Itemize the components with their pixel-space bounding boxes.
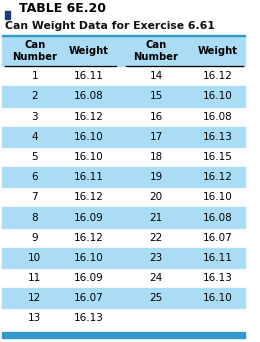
Text: 5: 5 — [31, 152, 38, 162]
Text: 16.10: 16.10 — [74, 253, 104, 263]
Text: 7: 7 — [31, 192, 38, 202]
Text: 18: 18 — [149, 152, 162, 162]
Bar — [3, 35, 245, 36]
Text: 16.10: 16.10 — [203, 192, 233, 202]
Text: 19: 19 — [149, 172, 162, 182]
Text: 22: 22 — [149, 233, 162, 243]
Text: 23: 23 — [149, 253, 162, 263]
Text: Can Weight Data for Exercise 6.61: Can Weight Data for Exercise 6.61 — [5, 21, 215, 31]
Text: 16.12: 16.12 — [74, 233, 104, 243]
Text: Can
Number: Can Number — [12, 40, 57, 62]
Bar — [3, 332, 245, 338]
Text: 9: 9 — [31, 233, 38, 243]
Text: 21: 21 — [149, 212, 162, 223]
Text: 24: 24 — [149, 273, 162, 283]
Text: 16.12: 16.12 — [74, 111, 104, 122]
Text: 16.15: 16.15 — [203, 152, 233, 162]
Bar — [3, 288, 245, 308]
Text: 11: 11 — [28, 273, 41, 283]
Bar — [3, 208, 245, 228]
Text: 16.11: 16.11 — [74, 172, 104, 182]
Bar — [3, 36, 245, 66]
Text: 3: 3 — [31, 111, 38, 122]
Text: 15: 15 — [149, 91, 162, 102]
Text: 16.09: 16.09 — [74, 212, 104, 223]
Text: 8: 8 — [31, 212, 38, 223]
Text: 16.11: 16.11 — [74, 71, 104, 81]
Text: 17: 17 — [149, 132, 162, 142]
Text: 16.08: 16.08 — [203, 111, 233, 122]
Bar — [3, 127, 245, 147]
Text: 16.13: 16.13 — [203, 132, 233, 142]
Text: 2: 2 — [31, 91, 38, 102]
Bar — [3, 248, 245, 268]
Text: 16.07: 16.07 — [74, 293, 104, 303]
Text: 16.09: 16.09 — [74, 273, 104, 283]
Bar — [3, 87, 245, 107]
Bar — [5, 11, 10, 19]
Text: 1: 1 — [31, 71, 38, 81]
Text: 16.12: 16.12 — [74, 192, 104, 202]
Text: 16.08: 16.08 — [74, 91, 104, 102]
Text: TABLE 6E.20: TABLE 6E.20 — [18, 2, 106, 15]
Text: Weight: Weight — [198, 46, 238, 56]
Text: 16.07: 16.07 — [203, 233, 233, 243]
Text: 16.10: 16.10 — [203, 293, 233, 303]
Text: 16.10: 16.10 — [74, 132, 104, 142]
Text: 16.12: 16.12 — [203, 71, 233, 81]
Text: Can
Number: Can Number — [133, 40, 178, 62]
Text: 6: 6 — [31, 172, 38, 182]
Text: 16.12: 16.12 — [203, 172, 233, 182]
Text: 16.13: 16.13 — [74, 314, 104, 324]
Text: 25: 25 — [149, 293, 162, 303]
Text: 20: 20 — [150, 192, 162, 202]
Text: 16.11: 16.11 — [203, 253, 233, 263]
Text: 16.10: 16.10 — [203, 91, 233, 102]
Bar — [3, 167, 245, 187]
Text: Weight: Weight — [69, 46, 109, 56]
Text: 16: 16 — [149, 111, 162, 122]
Text: 12: 12 — [28, 293, 41, 303]
Text: 16.13: 16.13 — [203, 273, 233, 283]
Text: 10: 10 — [28, 253, 41, 263]
Text: 13: 13 — [28, 314, 41, 324]
Text: 4: 4 — [31, 132, 38, 142]
Text: 16.10: 16.10 — [74, 152, 104, 162]
Text: 14: 14 — [149, 71, 162, 81]
Text: 16.08: 16.08 — [203, 212, 233, 223]
